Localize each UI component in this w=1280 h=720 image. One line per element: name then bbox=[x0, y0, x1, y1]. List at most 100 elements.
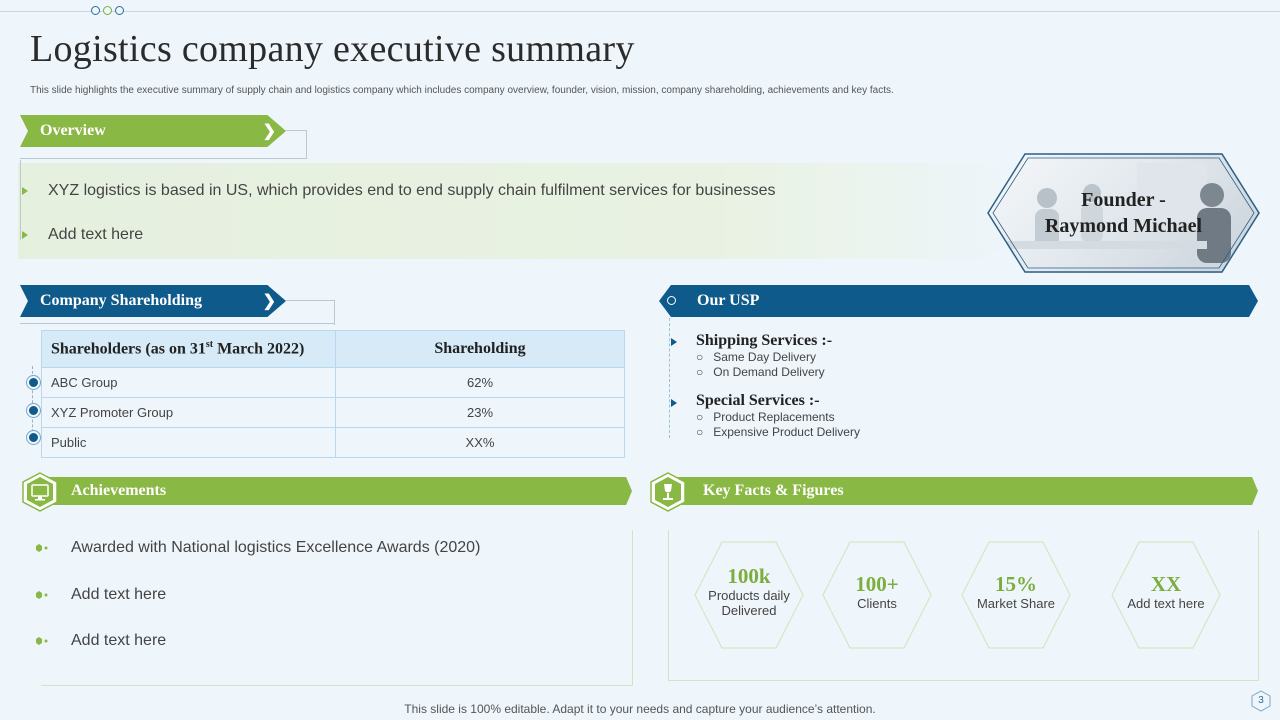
founder-name: Founder - Raymond Michael bbox=[987, 187, 1260, 239]
bullet-hexagon-icon bbox=[36, 637, 48, 645]
decor-dot-icon bbox=[103, 6, 112, 15]
usp-label: Our USP bbox=[697, 292, 760, 309]
shareholder-name: XYZ Promoter Group bbox=[41, 397, 336, 428]
achievements-label: Achievements bbox=[71, 482, 167, 499]
bullet-triangle-icon bbox=[671, 399, 677, 407]
founder-card: Founder - Raymond Michael bbox=[987, 153, 1260, 273]
overview-panel bbox=[18, 163, 1018, 259]
fact-card: 100k Products daily Delivered bbox=[694, 541, 804, 649]
usp-heading: Special Services :- bbox=[696, 392, 820, 409]
page-subtitle: This slide highlights the executive summ… bbox=[30, 85, 894, 96]
usp-list-item: ○ On Demand Delivery bbox=[696, 365, 825, 379]
shareholder-name: ABC Group bbox=[41, 367, 336, 398]
bullet-triangle-icon bbox=[22, 231, 28, 239]
overview-vertical-line bbox=[20, 160, 21, 240]
table-row: Public XX% bbox=[41, 427, 625, 458]
hexagon-outline bbox=[822, 541, 932, 649]
key-facts-banner: Key Facts & Figures bbox=[668, 477, 1258, 505]
fact-label: Add text here bbox=[1127, 596, 1205, 611]
key-facts-label: Key Facts & Figures bbox=[703, 482, 844, 499]
usp-banner: Our USP bbox=[659, 285, 1258, 317]
usp-item-text: Same Day Delivery bbox=[713, 350, 816, 364]
fact-card: XX Add text here bbox=[1111, 541, 1221, 649]
shareholding-banner: Company Shareholding ❯ bbox=[20, 285, 286, 317]
hexagon-outline bbox=[1111, 541, 1221, 649]
header-superscript: st bbox=[205, 339, 214, 351]
office-people-image bbox=[1007, 163, 1231, 263]
usp-list-item: ○ Same Day Delivery bbox=[696, 350, 816, 364]
fact-label-line: Delivered bbox=[721, 603, 777, 618]
fact-card: 100+ Clients bbox=[822, 541, 932, 649]
circle-icon bbox=[667, 296, 676, 305]
shareholding-value: XX% bbox=[335, 427, 625, 458]
trophy-icon bbox=[650, 472, 686, 512]
shareholding-value: 62% bbox=[335, 367, 625, 398]
bullet-dot-icon bbox=[27, 431, 40, 444]
founder-photo bbox=[987, 153, 1260, 273]
top-divider-line bbox=[0, 11, 1280, 12]
overview-item: Add text here bbox=[48, 226, 144, 243]
usp-vertical-line bbox=[669, 318, 671, 438]
usp-list-item: ○ Product Replacements bbox=[696, 410, 835, 424]
founder-fullname: Raymond Michael bbox=[1044, 215, 1203, 237]
page-title: Logistics company executive summary bbox=[30, 28, 635, 70]
header-text: March 2022) bbox=[213, 340, 305, 358]
decor-dot-icon bbox=[115, 6, 124, 15]
usp-item-text: On Demand Delivery bbox=[713, 365, 825, 379]
decor-dot-icon bbox=[91, 6, 100, 15]
fact-label: Products daily Delivered bbox=[694, 588, 804, 618]
shareholding-table: Shareholders (as on 31st March 2022) Sha… bbox=[41, 330, 625, 458]
bullet-dot-icon bbox=[27, 376, 40, 389]
achievement-item: Add text here bbox=[71, 586, 167, 603]
table-row: XYZ Promoter Group 23% bbox=[41, 397, 625, 428]
overview-item: XYZ logistics is based in US, which prov… bbox=[48, 182, 776, 199]
gear-badge-icon bbox=[1251, 690, 1271, 712]
usp-item-text: Expensive Product Delivery bbox=[713, 425, 860, 439]
column-header-shareholders: Shareholders (as on 31st March 2022) bbox=[41, 330, 336, 368]
hexagon-frame bbox=[987, 153, 1260, 273]
shareholder-name: Public bbox=[41, 427, 336, 458]
fact-label: Clients bbox=[857, 596, 897, 611]
shareholding-value: 23% bbox=[335, 397, 625, 428]
usp-item-text: Product Replacements bbox=[713, 410, 835, 424]
overview-banner: Overview ❯ bbox=[20, 115, 286, 147]
table-row: ABC Group 62% bbox=[41, 367, 625, 398]
fact-value: 100k bbox=[727, 564, 771, 588]
table-header-row: Shareholders (as on 31st March 2022) Sha… bbox=[41, 330, 625, 368]
fact-value: 100+ bbox=[855, 572, 899, 596]
bullet-dot-icon bbox=[27, 404, 40, 417]
hexagon-outline bbox=[694, 541, 804, 649]
achievement-item: Awarded with National logistics Excellen… bbox=[71, 539, 481, 556]
usp-heading: Shipping Services :- bbox=[696, 332, 833, 349]
bullet-triangle-icon bbox=[671, 338, 677, 346]
column-header-shareholding: Shareholding bbox=[335, 330, 625, 368]
connector-line bbox=[286, 130, 307, 159]
page-number: 3 bbox=[1250, 690, 1272, 712]
key-facts-frame bbox=[668, 530, 1259, 681]
achievements-banner: Achievements bbox=[42, 477, 632, 505]
hexagon-outline bbox=[961, 541, 1071, 649]
fact-card: 15% Market Share bbox=[961, 541, 1071, 649]
chevron-right-icon: ❯ bbox=[262, 123, 276, 140]
bullet-hexagon-icon bbox=[36, 591, 48, 599]
connector-line bbox=[20, 158, 307, 159]
achievements-frame bbox=[41, 530, 633, 686]
connector-line bbox=[286, 300, 335, 325]
founder-title: Founder - bbox=[1081, 189, 1166, 211]
connector-line bbox=[20, 323, 335, 324]
fact-value: XX bbox=[1150, 572, 1182, 596]
fact-value: 15% bbox=[995, 572, 1037, 596]
overview-label: Overview bbox=[40, 122, 106, 139]
achievement-item: Add text here bbox=[71, 632, 167, 649]
chevron-right-icon: ❯ bbox=[262, 293, 276, 310]
fact-label: Market Share bbox=[976, 596, 1056, 611]
fact-label-line: Products daily bbox=[708, 588, 790, 603]
shareholding-label: Company Shareholding bbox=[40, 292, 202, 309]
bullet-triangle-icon bbox=[22, 187, 28, 195]
bullet-hexagon-icon bbox=[36, 544, 48, 552]
award-monitor-icon bbox=[22, 472, 58, 512]
usp-list-item: ○ Expensive Product Delivery bbox=[696, 425, 860, 439]
page-number-text: 3 bbox=[1258, 695, 1264, 706]
header-text: Shareholders (as on 31 bbox=[51, 340, 206, 358]
footer-note: This slide is 100% editable. Adapt it to… bbox=[404, 702, 876, 716]
